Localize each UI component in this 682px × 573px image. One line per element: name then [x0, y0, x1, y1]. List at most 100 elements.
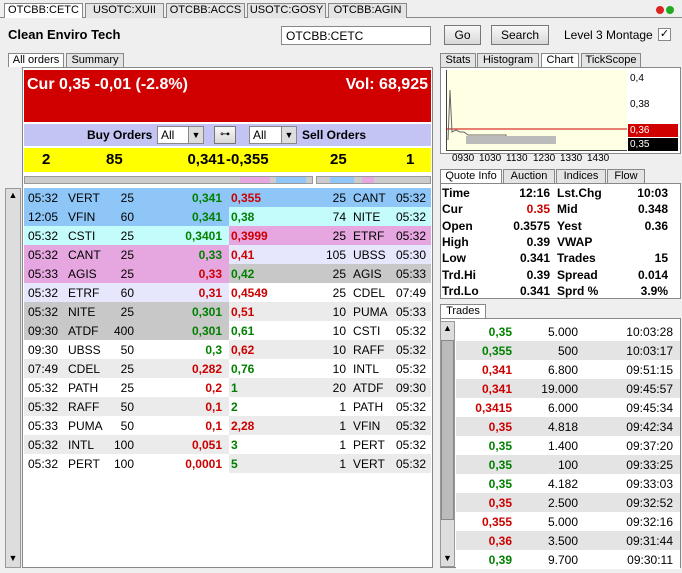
- ask-row[interactable]: [229, 359, 431, 378]
- bid-size: 25: [120, 267, 134, 281]
- bid-row[interactable]: [24, 435, 229, 454]
- link-button[interactable]: ⊶: [214, 126, 236, 144]
- quote-cell: 0.3575: [513, 218, 550, 233]
- ask-row[interactable]: [229, 283, 431, 302]
- close-dot[interactable]: [656, 6, 664, 14]
- trades-tab[interactable]: Trades: [440, 304, 486, 318]
- scroll-up[interactable]: ▲: [443, 323, 452, 333]
- ask-row[interactable]: [229, 188, 431, 207]
- ask-time: 05:32: [395, 343, 426, 357]
- scroll-down[interactable]: ▼: [8, 553, 18, 563]
- bid-price: 0,2: [205, 381, 222, 395]
- trade-time: 09:31:44: [626, 534, 673, 548]
- depth-seg: [276, 177, 306, 183]
- ask-time: 05:32: [395, 191, 426, 205]
- ask-mm: VFIN: [353, 419, 381, 433]
- trade-size: 1.400: [547, 439, 578, 453]
- trade-price: 0,36: [488, 534, 512, 548]
- ask-time: 05:32: [395, 438, 426, 452]
- scroll-thumb[interactable]: [441, 340, 454, 520]
- bid-row[interactable]: [24, 207, 229, 226]
- ask-row[interactable]: [229, 207, 431, 226]
- bid-row[interactable]: [24, 264, 229, 283]
- trade-price: 0,355: [481, 515, 512, 529]
- chart-tab[interactable]: Histogram: [477, 53, 539, 67]
- chart-x-label: 1430: [587, 153, 610, 164]
- bid-row[interactable]: [24, 359, 229, 378]
- symbol-tab[interactable]: OTCBB:ACCS: [166, 3, 245, 18]
- max-dot[interactable]: [666, 6, 674, 14]
- quote-cell: Trades: [557, 251, 596, 266]
- bid-mm: PATH: [68, 381, 99, 395]
- bid-row[interactable]: [24, 321, 229, 340]
- symbol-input[interactable]: OTCBB:CETC: [281, 26, 431, 45]
- bid-row[interactable]: [24, 378, 229, 397]
- ask-row[interactable]: [229, 226, 431, 245]
- ask-time: 05:32: [395, 419, 426, 433]
- trade-time: 09:33:03: [626, 477, 673, 491]
- ask-row[interactable]: [229, 435, 431, 454]
- montage-checkbox[interactable]: ✓: [658, 28, 671, 41]
- chart-tab[interactable]: Stats: [440, 53, 476, 67]
- company-name: Clean Enviro Tech: [8, 27, 121, 42]
- bid-time: 09:30: [28, 324, 59, 338]
- quote-tab[interactable]: Flow: [607, 169, 645, 183]
- bid-mm: RAFF: [68, 400, 100, 414]
- bid-row[interactable]: [24, 397, 229, 416]
- ask-size: 10: [332, 343, 346, 357]
- quote-cell: 0.341: [519, 283, 550, 298]
- chart-tab[interactable]: TickScope: [581, 53, 641, 67]
- scrollbar[interactable]: [5, 188, 21, 568]
- select-arrow[interactable]: ▼: [188, 127, 203, 143]
- ask-time: 05:33: [395, 305, 426, 319]
- ask-size: 10: [332, 305, 346, 319]
- ask-row[interactable]: [229, 397, 431, 416]
- select-arrow[interactable]: ▼: [281, 127, 296, 143]
- bid-time: 05:32: [28, 191, 59, 205]
- trade-price: 0,39: [488, 553, 512, 567]
- ask-mm: RAFF: [353, 343, 385, 357]
- ask-time: 05:33: [395, 267, 426, 281]
- ask-row[interactable]: [229, 264, 431, 283]
- view-tab[interactable]: Summary: [66, 53, 124, 67]
- scroll-down[interactable]: ▼: [443, 553, 452, 563]
- quote-tab[interactable]: Quote Info: [440, 169, 502, 183]
- ask-time: 05:32: [395, 400, 426, 414]
- bid-size: 60: [120, 286, 134, 300]
- trade-size: 9.700: [547, 553, 578, 567]
- symbol-tab[interactable]: USOTC:XUII: [85, 3, 164, 18]
- bid-row[interactable]: [24, 340, 229, 359]
- trade-size: 100: [557, 458, 578, 472]
- bid-row[interactable]: [24, 416, 229, 435]
- ask-row[interactable]: [229, 340, 431, 359]
- view-tab[interactable]: All orders: [8, 53, 64, 67]
- symbol-tab[interactable]: OTCBB:AGIN: [328, 3, 407, 18]
- bid-row[interactable]: [24, 283, 229, 302]
- quote-tab[interactable]: Auction: [503, 169, 555, 183]
- bid-size: 50: [120, 343, 134, 357]
- ask-row[interactable]: [229, 454, 431, 473]
- trade-size: 3.500: [547, 534, 578, 548]
- trade-price: 0,355: [481, 344, 512, 358]
- symbol-tab[interactable]: USOTC:GOSY: [247, 3, 326, 18]
- bid-row[interactable]: [24, 245, 229, 264]
- quote-tab[interactable]: Indices: [556, 169, 606, 183]
- ask-row[interactable]: [229, 378, 431, 397]
- bid-row[interactable]: [24, 302, 229, 321]
- scroll-up[interactable]: ▲: [8, 190, 18, 200]
- chart-tab[interactable]: Chart: [541, 53, 579, 67]
- ask-row[interactable]: [229, 302, 431, 321]
- bid-row[interactable]: [24, 188, 229, 207]
- bid-row[interactable]: [24, 454, 229, 473]
- ask-row[interactable]: [229, 321, 431, 340]
- search-button[interactable]: Search: [491, 25, 549, 45]
- go-button[interactable]: Go: [444, 25, 481, 45]
- banner-cur: Cur 0,35 -0,01 (-2.8%): [27, 76, 188, 93]
- quote-cell: 0.014: [637, 267, 668, 282]
- bid-row[interactable]: [24, 226, 229, 245]
- ask-size: 1: [339, 457, 346, 471]
- chart-y-label: 0,38: [630, 99, 650, 110]
- ask-row[interactable]: [229, 416, 431, 435]
- symbol-tab[interactable]: OTCBB:CETC: [4, 3, 83, 18]
- ask-row[interactable]: [229, 245, 431, 264]
